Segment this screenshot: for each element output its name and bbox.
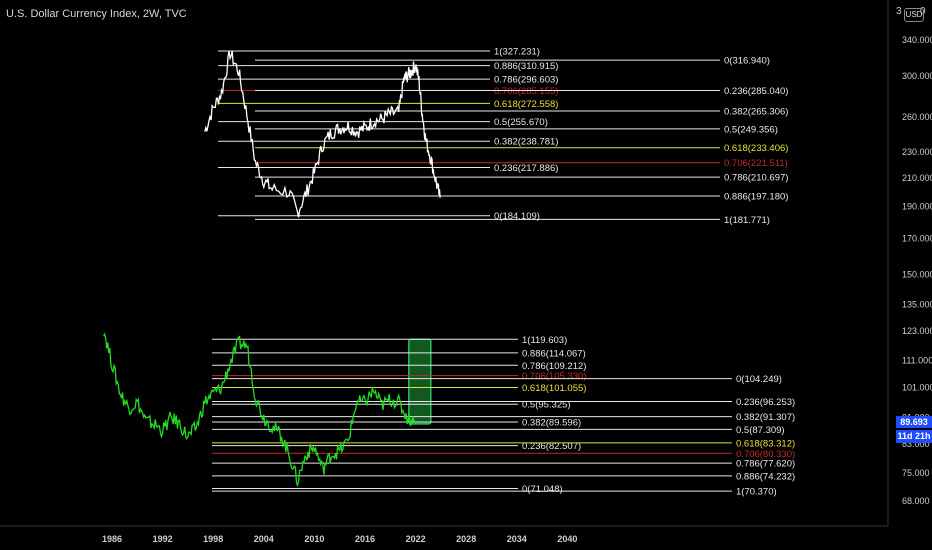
fib-level-label: 0.786(210.697)	[724, 173, 788, 184]
fib-retracement-4: 0(104.249) 0.236(96.253) 0.382(91.307) 0.5(…	[212, 374, 795, 498]
header-number-right: 0	[920, 6, 926, 17]
fib-level-label: 0.5(249.356)	[724, 124, 778, 135]
fib-level-label: 0.706(105.330)	[522, 371, 586, 382]
fib-level-label: 0.5(87.309)	[736, 425, 785, 436]
fib-level-label: 0.706(221.511)	[724, 158, 788, 169]
price-tick-label: 123.000	[902, 326, 932, 336]
fib-retracement-3: 1(119.603)0.886(114.067)0.786(109.212)0.…	[212, 335, 586, 495]
price-tick-label: 170.000	[902, 234, 932, 244]
time-tick-label: 2040	[557, 534, 577, 544]
fib-level-label: 0(104.249)	[736, 374, 782, 385]
fib-level-label: 0.236(285.040)	[724, 86, 788, 97]
price-tick-label: 230.000	[902, 147, 932, 157]
time-tick-label: 2004	[254, 534, 274, 544]
fib-level-label: 0.382(238.781)	[494, 137, 558, 148]
time-tick-label: 1992	[153, 534, 173, 544]
fib-level-label: 0.5(95.325)	[522, 400, 571, 411]
time-tick-label: 2016	[355, 534, 375, 544]
fib-level-label: 1(119.603)	[522, 335, 567, 346]
price-tick-label: 111.000	[902, 356, 932, 366]
time-tick-label: 1986	[102, 534, 122, 544]
fib-level-label: 0.618(83.312)	[736, 438, 795, 449]
fib-level-label: 0(184.109)	[494, 211, 540, 222]
price-tick-label: 75.000	[902, 468, 930, 478]
series-line-green	[103, 332, 415, 488]
fib-level-label: 0.236(82.507)	[522, 441, 581, 452]
fib-level-label: 1(181.771)	[724, 215, 770, 226]
fib-level-label: 1(70.370)	[736, 487, 777, 498]
fib-level-label: 0.382(89.596)	[522, 418, 581, 429]
fib-level-label: 0.706(80.330)	[736, 449, 795, 460]
fib-level-label: 0.618(272.558)	[494, 99, 558, 110]
fib-level-label: 0.382(91.307)	[736, 412, 795, 423]
header-number-left: 3	[896, 6, 902, 17]
fib-level-label: 0.706(285.155)	[494, 86, 558, 97]
fib-level-label: 0.5(255.670)	[494, 117, 548, 128]
fib-level-label: 0.886(310.915)	[494, 61, 558, 72]
price-tick-label: 101.000	[902, 383, 932, 393]
fib-level-label: 0.618(233.406)	[724, 143, 788, 154]
fib-level-label: 0.236(96.253)	[736, 397, 795, 408]
fib-level-label: 0(71.048)	[522, 484, 563, 495]
price-tick-label: 300.000	[902, 71, 932, 81]
series-line-white	[204, 50, 441, 218]
price-tick-label: 83.000	[902, 439, 930, 449]
time-tick-label: 2022	[406, 534, 426, 544]
price-tick-label: 135.000	[902, 300, 932, 310]
fib-retracement-2: 0(316.940) 0.236(285.040) 0.382(265.306) 0.…	[255, 56, 788, 226]
fib-retracement-1: 1(327.231)0.886(310.915)0.786(296.603)0.…	[218, 46, 558, 222]
currency-button[interactable]: USD	[904, 8, 924, 22]
time-tick-label: 2034	[507, 534, 527, 544]
time-tick-label: 2010	[304, 534, 324, 544]
price-tick-label: 68.000	[902, 496, 930, 506]
chart-title: U.S. Dollar Currency Index, 2W, TVC	[6, 8, 187, 20]
price-tick-label: 340.000	[902, 35, 932, 45]
fib-level-label: 0.618(101.055)	[522, 383, 586, 394]
fib-level-label: 0.382(265.306)	[724, 107, 788, 118]
fib-level-label: 0(316.940)	[724, 56, 770, 67]
fib-level-label: 0.786(109.212)	[522, 361, 586, 372]
last-price-tag: 89.693	[896, 416, 932, 428]
time-tick-label: 1998	[203, 534, 223, 544]
fib-level-label: 0.886(114.067)	[522, 348, 586, 359]
price-tick-label: 150.000	[902, 269, 932, 279]
highlight-zone-box	[408, 338, 432, 425]
bar-countdown-tag: 11d 21h	[896, 430, 932, 443]
time-tick-label: 2028	[456, 534, 476, 544]
fib-level-label: 0.236(217.886)	[494, 163, 558, 174]
fib-level-label: 1(327.231)	[494, 46, 540, 57]
price-tick-label: 260.000	[902, 112, 932, 122]
price-tick-label: 190.000	[902, 202, 932, 212]
price-tick-label: 210.000	[902, 173, 932, 183]
fib-level-label: 0.886(74.232)	[736, 471, 795, 482]
fib-level-label: 0.886(197.180)	[724, 192, 788, 203]
fib-level-label: 0.786(77.620)	[736, 459, 795, 470]
fib-level-label: 0.786(296.603)	[494, 75, 558, 86]
